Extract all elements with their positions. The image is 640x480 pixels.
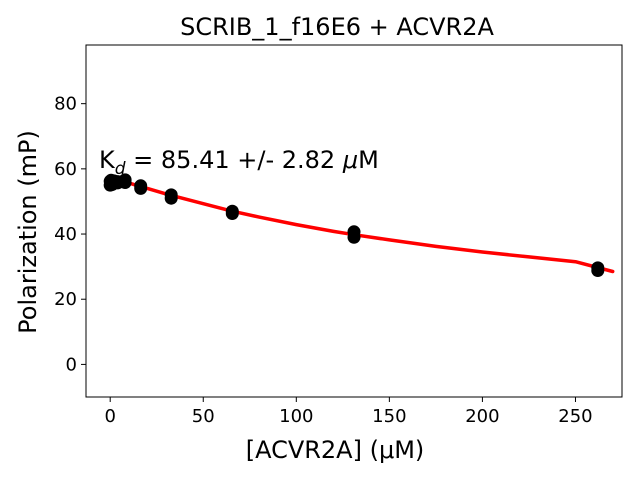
y-tick-label: 0 [66,354,77,375]
kd-annotation: Kd = 85.41 +/- 2.82 μM [99,146,379,179]
data-point [164,188,178,202]
chart-title: SCRIB_1_f16E6 + ACVR2A [180,13,494,41]
kd-prefix: K [99,146,116,174]
x-axis-label: [ACVR2A] (μM) [246,436,425,464]
data-point [225,204,239,218]
x-tick-label: 150 [372,406,406,427]
kd-subscript: d [115,159,126,179]
y-tick-label: 60 [54,159,77,180]
data-point [134,179,148,193]
plot-area [103,173,615,277]
kd-unit-mu: μ [342,146,358,174]
x-tick-label: 200 [465,406,499,427]
x-tick-label: 50 [192,406,215,427]
fit-curve [108,175,615,274]
data-point [591,261,605,275]
x-tick-label: 0 [104,406,115,427]
x-tick-label: 100 [279,406,313,427]
x-axis: 0 50 100 150 200 250 [104,397,593,427]
y-tick-label: 40 [54,224,77,245]
x-tick-label: 250 [558,406,592,427]
kd-value: = 85.41 +/- 2.82 [126,146,343,174]
plot-frame [85,44,623,398]
y-tick-label: 80 [54,94,77,115]
y-tick-label: 20 [54,289,77,310]
y-axis-label: Polarization (mP) [14,130,42,334]
kd-unit: M [358,146,379,174]
data-point [118,173,132,187]
data-point [347,225,361,239]
y-axis: 0 20 40 60 80 [54,94,86,375]
